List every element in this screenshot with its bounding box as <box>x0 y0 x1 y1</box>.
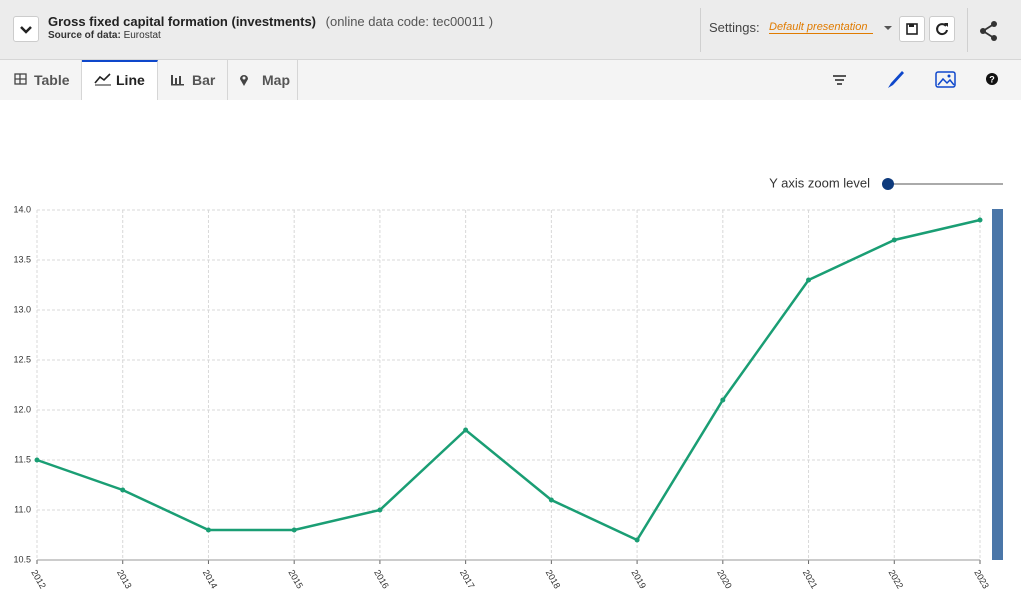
toolbar-icons: ? <box>14 71 998 88</box>
tab-label: Line <box>116 72 145 88</box>
point <box>634 537 640 543</box>
x-tick-label: 2023 <box>972 568 991 590</box>
tab-table[interactable]: Table <box>0 60 82 100</box>
tab-label: Bar <box>192 72 216 88</box>
x-tick-label: 2019 <box>629 568 648 590</box>
y-tick-label: 11.0 <box>14 504 31 514</box>
tab-bar: Table Line Bar Map ? <box>0 60 1021 100</box>
data-code: (online data code: tec00011 ) <box>325 14 494 29</box>
refresh-icon <box>936 23 948 36</box>
divider <box>967 8 968 52</box>
y-tick-label: 11.5 <box>14 454 31 464</box>
y-tick-label: 13.5 <box>13 254 31 264</box>
x-tick-label: 2014 <box>201 568 220 590</box>
settings-label: Settings: <box>709 20 760 35</box>
point <box>720 397 726 403</box>
tab-map[interactable]: Map <box>228 60 298 100</box>
y-tick-label: 14.0 <box>13 204 31 214</box>
tab-bar[interactable]: Bar <box>158 60 228 100</box>
point <box>463 427 469 433</box>
range-slider[interactable] <box>992 209 1003 560</box>
zoom-label: Y axis zoom level <box>769 175 870 190</box>
header: Gross fixed capital formation (investmen… <box>0 0 1021 60</box>
save-icon <box>906 23 918 35</box>
svg-text:?: ? <box>989 75 995 85</box>
source-label: Source of data: <box>48 30 121 41</box>
divider <box>700 8 701 52</box>
x-tick-label: 2013 <box>115 568 134 590</box>
point <box>205 527 211 533</box>
source-row: Source of data: Eurostat <box>48 30 161 41</box>
y-tick-label: 12.5 <box>13 354 31 364</box>
point <box>806 277 812 283</box>
x-tick-label: 2020 <box>715 568 734 590</box>
x-tick-label: 2012 <box>29 568 48 590</box>
chevron-icon <box>20 26 32 34</box>
share-button[interactable] <box>978 20 1000 42</box>
x-tick-label: 2015 <box>286 568 305 590</box>
x-tick-label: 2017 <box>458 568 477 590</box>
x-tick-label: 2022 <box>887 568 906 590</box>
point <box>891 237 897 243</box>
point <box>291 527 297 533</box>
tab-label: Table <box>34 72 70 88</box>
reset-button[interactable] <box>929 16 955 42</box>
point <box>377 507 383 513</box>
presentation-select[interactable]: Default presentation <box>769 21 874 34</box>
y-tick-label: 10.5 <box>13 554 31 564</box>
chart: Y axis zoom level 10.5 11.0 11.5 12.0 12.5 13… <box>13 175 1003 590</box>
point <box>34 457 40 463</box>
y-tick-label: 12.0 <box>13 404 31 414</box>
source: Eurostat <box>123 30 161 41</box>
x-tick-label: 2021 <box>801 568 820 590</box>
point <box>120 487 126 493</box>
line <box>36 218 981 542</box>
dropdown-arrow <box>884 26 892 30</box>
point <box>548 497 554 503</box>
x-tick-label: 2018 <box>544 568 563 590</box>
x-tick-label: 2016 <box>372 568 391 590</box>
save-button[interactable] <box>899 16 925 42</box>
y-tick-label: 13.0 <box>13 304 31 314</box>
zoom-handle[interactable] <box>882 178 894 190</box>
title: Gross fixed capital formation (investmen… <box>48 14 317 29</box>
title-row: Gross fixed capital formation (investmen… <box>48 14 493 29</box>
point <box>977 217 983 223</box>
tab-label: Map <box>262 72 290 88</box>
collapse-button[interactable] <box>13 16 39 42</box>
tab-line[interactable]: Line <box>82 60 158 100</box>
